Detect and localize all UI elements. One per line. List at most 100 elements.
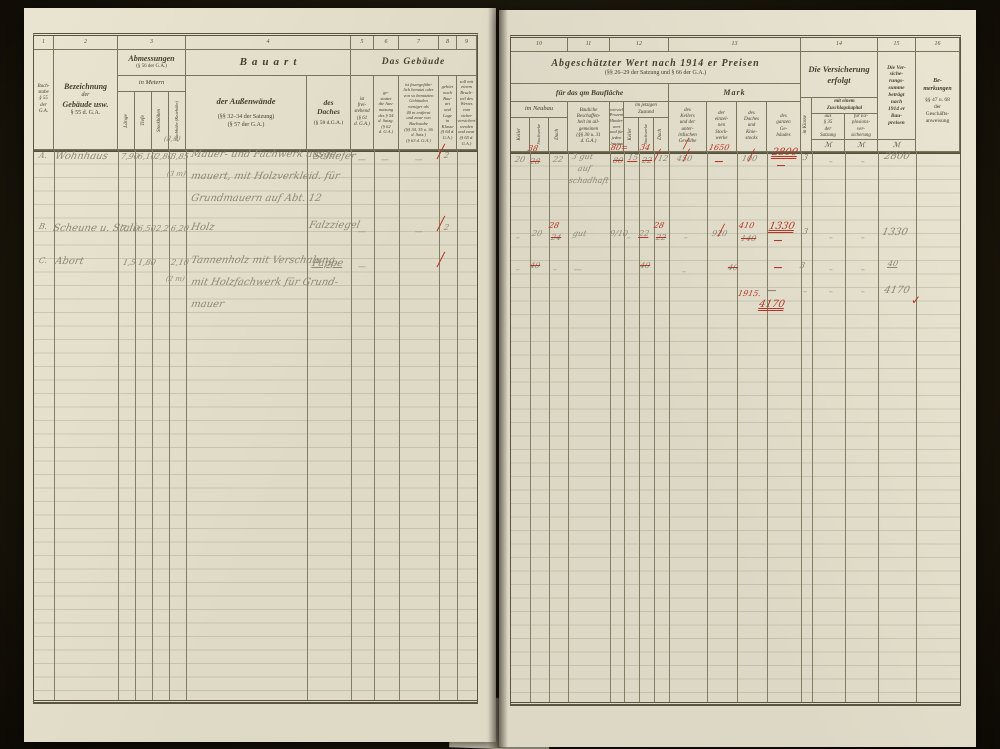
value-mark-dach-old: 40 <box>727 263 740 272</box>
header-dach-neubau: Dach <box>549 118 568 152</box>
header-das-gebaeude: Das Gebäude <box>351 50 477 76</box>
entry-tiefe: 6,50 <box>137 224 157 233</box>
col-number: 10 <box>511 38 568 52</box>
header-stockhoehen: Stockhöhen <box>152 92 169 150</box>
header-qm-bauflaeche: für das qm Baufläche <box>511 84 669 102</box>
entry-dash: — <box>414 227 424 236</box>
header-im-neubau: im Neubau <box>511 102 568 118</box>
col-number: 8 <box>439 36 457 50</box>
entry-dash: — <box>380 155 390 164</box>
entry-dim-note: (8,0) <box>163 135 182 143</box>
entry-letter: C. <box>38 256 49 265</box>
header-mark-ganzes: des ganzen Ge- bäudes <box>767 102 801 152</box>
entry-dash: — <box>357 262 367 271</box>
entry-dash: — <box>357 227 367 236</box>
value-neubau-dach-corrected: 28 <box>548 221 561 230</box>
red-slash-mark: ╱ <box>748 149 755 162</box>
abmessungen-paragraph: (§ 56 der G.A.) <box>136 64 167 70</box>
col-number: 9 <box>457 36 477 50</box>
header-feuergefaehrlich: ist feuergefähr- lich benutzt oder von s… <box>399 76 439 150</box>
left-table: 1 2 3 4 5 6 7 8 9 Buch- stabe § 55 der G… <box>33 33 478 704</box>
value-mark-stockwerke-corrected: 1650 <box>708 143 731 152</box>
entry-walls-line2: mit Holzfachwerk für Grund- <box>190 277 340 288</box>
value-mark-dach-old: 140 <box>740 234 758 243</box>
left-page: 1 2 3 4 5 6 7 8 9 Buch- stabe § 55 der G… <box>24 8 496 742</box>
in-metern-label: in Metern <box>138 79 165 87</box>
value-zustand-stockwerke-old: 22 <box>641 156 654 165</box>
header-explosionsversicherung: für Ex- plosions- ver- sicherung <box>845 114 878 140</box>
total-versicherungssumme: 4170 <box>883 285 911 296</box>
value-mark-ganzes-old: –– <box>776 161 786 170</box>
header-zuschlagskapital: mit einem Zuschlagskapital <box>812 98 878 114</box>
value-beschaffenheit-line1: 3 gut <box>571 152 595 161</box>
ausnutzung-label: ge- stattet die Aus- nutzung des § 54 d.… <box>378 90 394 135</box>
value-neubau-stockwerke-old: 40 <box>529 261 542 270</box>
header-versicherungssumme: Die Ver- siche- rungs- summe beträgt nac… <box>878 52 916 140</box>
versicherung-erfolgt-title: Die Versicherung erfolgt <box>808 63 870 85</box>
header-aussenwaende: der Außenwände (§§ 32–34 der Satzung) (§… <box>186 76 307 150</box>
bauliche-beschaffenheit-label: Bauliche Beschaffen- heit im all- gemein… <box>576 107 601 144</box>
header-bruchteil: soll mit einem Bruch- teil des Wertes vo… <box>457 76 477 150</box>
klasse-label: gehört nach Bau- art und Lage in Klasse … <box>440 84 455 140</box>
col-number: 16 <box>916 38 960 52</box>
entry-dachhoehe: 6,20 <box>170 224 190 233</box>
daches-title: des Daches <box>317 97 340 117</box>
mark-ganzes-label: des ganzen Ge- bäudes <box>776 114 791 138</box>
col-number: 14 <box>801 38 878 52</box>
value-neubau-stockwerke: 20 <box>531 229 544 238</box>
value-neubau-keller: 20 <box>514 155 527 164</box>
daches-paragraph: (§ 58 d.G.A.) <box>313 120 344 127</box>
mark-currency-symbol: ℳ <box>892 141 901 150</box>
laenge-label: Länge <box>122 113 129 128</box>
entry-dim-note: (2 m) <box>165 275 186 283</box>
col-number: 7 <box>399 36 439 50</box>
annotation-year: 1915. <box>737 289 762 298</box>
dach-label: Dach <box>658 129 664 140</box>
keller-label: Keller <box>517 128 523 141</box>
entry-dim-note: (3 m) <box>166 170 187 178</box>
bemerkungen-paragraph: §§ 47 u. 68 der Geschäfts- anweisung <box>925 97 950 124</box>
tiefe-label: Tiefe <box>139 115 146 126</box>
mark-label: Mark <box>723 87 746 97</box>
header-versicherung-erfolgt: Die Versicherung erfolgt <box>801 52 878 98</box>
das-gebaeude-title: Das Gebäude <box>381 56 446 67</box>
bezeichnung-der: der <box>81 92 90 98</box>
header-bauart: Bauart <box>186 50 351 76</box>
red-slash-mark: ╱ <box>437 217 445 232</box>
col-number: 13 <box>669 38 801 52</box>
header-mark-stockwerke: der einzel- nen Stock- werke <box>707 102 737 152</box>
col-number: 5 <box>351 36 374 50</box>
value-neubau-stockwerke-corrected: 38 <box>527 144 540 153</box>
right-table-body <box>511 152 960 705</box>
red-slash-mark: ╱ <box>654 149 661 162</box>
mark-currency-symbol: ℳ <box>857 141 865 150</box>
bezeichnung-title: Bezeichnung <box>63 82 108 91</box>
mark-dach-label: des Daches und Knie- stocks <box>744 110 759 141</box>
bezeichnung-gebaeude: Gebäude usw. <box>62 99 109 109</box>
total-mark-ganzes: 4170 <box>758 299 786 310</box>
header-mark: Mark <box>669 84 801 102</box>
header-stockwerke-neubau: Stockwerke <box>530 118 549 152</box>
header-dach-zustand: Dach <box>654 118 669 152</box>
value-prozent-old: 80 <box>612 156 625 165</box>
entry-stockhoehe: 2,2 <box>155 224 170 233</box>
mark-stockwerke-label: der einzel- nen Stock- werke <box>714 110 729 141</box>
red-check-mark: ✓ <box>911 293 922 307</box>
red-slash-mark: ╱ <box>683 139 690 150</box>
entry-roof: Schiefer <box>312 151 357 162</box>
header-bezeichnung: Bezeichnung der Gebäude usw. § 55 d. G.A… <box>54 50 118 150</box>
header-aus-satzung: aus § 35 der Satzung <box>812 114 845 140</box>
red-slash-mark: ╱ <box>683 149 690 162</box>
aussenwaende-paragraph: (§§ 32–34 der Satzung) (§ 57 der G.A.) <box>217 114 275 128</box>
entry-building-name: Abort <box>54 256 85 267</box>
header-buchstabe-label: Buch- stabe § 55 der G.A. <box>37 83 50 114</box>
header-bemerkungen: Be- merkungen §§ 47 u. 68 der Geschäfts-… <box>916 52 960 152</box>
entry-dachhoehe: 2,10 <box>170 258 190 267</box>
value-mark-ganzes-corrected: 1330 <box>768 221 796 232</box>
header-bauliche-beschaffenheit: Bauliche Beschaffen- heit im all- gemein… <box>568 102 610 152</box>
header-daches: des Daches (§ 58 d.G.A.) <box>307 76 351 150</box>
header-dachhoehe: Dachhöhe (Kniehöhe) <box>169 92 186 150</box>
entry-roof: Falzziegel <box>308 220 361 231</box>
header-mark-symbol: ℳ <box>845 140 878 152</box>
header-prozent-minderwert: wieviel Prozent Minder- wert und für jed… <box>610 102 624 152</box>
